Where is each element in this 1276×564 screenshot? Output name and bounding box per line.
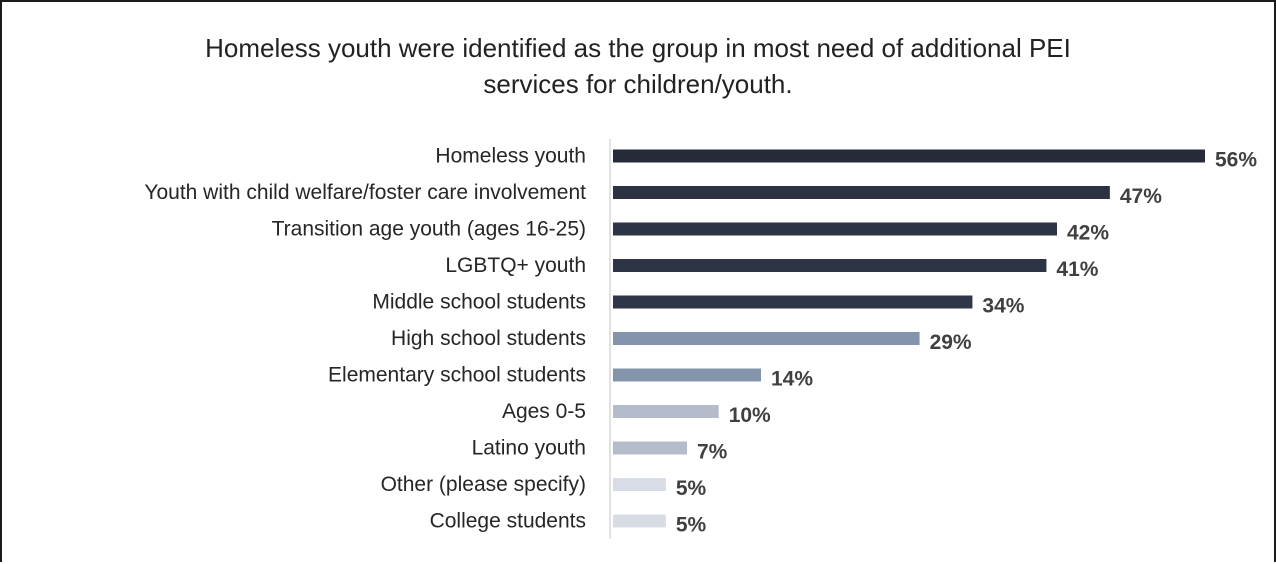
value-label: 42% [1067, 222, 1109, 245]
value-label: 56% [1215, 149, 1257, 172]
category-label: Middle school students [372, 291, 586, 314]
category-label: Youth with child welfare/foster care inv… [144, 181, 586, 204]
chart-title: Homeless youth were identified as the gr… [2, 30, 1274, 102]
category-label: Transition age youth (ages 16-25) [272, 218, 586, 241]
bar [613, 478, 666, 491]
category-label: Other (please specify) [381, 473, 586, 496]
bar [613, 186, 1110, 199]
chart-title-line-1: Homeless youth were identified as the gr… [205, 33, 1071, 63]
value-label: 5% [676, 477, 707, 500]
category-label: High school students [391, 327, 586, 350]
value-label: 34% [982, 295, 1024, 318]
bar [613, 295, 973, 309]
value-label: 47% [1120, 185, 1162, 208]
bar [613, 405, 719, 418]
bar [613, 222, 1057, 236]
category-label: Elementary school students [328, 364, 586, 387]
bar [613, 332, 920, 345]
value-label: 10% [729, 404, 771, 427]
value-label: 41% [1056, 258, 1098, 281]
bar [613, 149, 1205, 163]
value-label: 14% [771, 368, 813, 391]
category-label: College students [430, 510, 586, 533]
bar [613, 368, 761, 382]
category-label: Homeless youth [435, 145, 586, 168]
value-label: 7% [697, 441, 728, 464]
category-label: LGBTQ+ youth [445, 254, 586, 277]
bar [613, 259, 1047, 272]
bar [613, 514, 666, 528]
category-label: Latino youth [472, 437, 586, 460]
value-label: 5% [676, 514, 707, 537]
category-label: Ages 0-5 [502, 400, 586, 423]
bar [613, 441, 687, 455]
value-label: 29% [930, 331, 972, 354]
chart-title-line-2: services for children/youth. [483, 69, 793, 99]
